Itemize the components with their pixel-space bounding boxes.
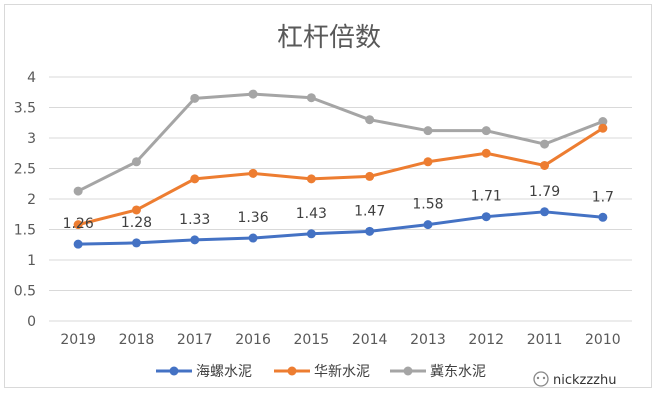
data-point [598,123,608,133]
data-point [248,168,258,178]
series-line [77,92,604,193]
data-point [306,229,316,239]
data-point [423,157,433,167]
legend-swatch-marker [169,366,179,376]
legend-label: 冀东水泥 [430,364,486,380]
series-line [78,210,603,246]
data-point [540,207,550,217]
data-label: 1.58 [412,197,443,213]
data-label: 1.7 [592,189,614,205]
y-tick-label: 4 [27,70,36,86]
data-point [248,89,258,99]
data-label: 1.79 [529,184,560,200]
data-label: 1.43 [296,206,327,222]
series-line [77,126,604,227]
data-labels: 1.26 1.28 1.33 1.36 1.43 1.47 1.58 1.71 1.79 1.7 [63,184,614,232]
x-tick-label: 2011 [527,332,563,348]
data-point [131,205,141,215]
data-point [365,226,375,236]
data-point [598,117,608,127]
data-point [190,174,200,184]
watermark: nickzzzhu [533,371,616,388]
x-tick-label: 2013 [410,332,446,348]
legend-swatch-marker [287,366,297,376]
wechat-icon-dot [542,376,546,380]
data-point [423,220,433,230]
data-point [598,212,608,222]
data-point [306,174,316,184]
x-tick-label: 2019 [60,332,96,348]
data-label: 1.47 [354,203,385,219]
data-point [190,235,200,245]
data-point [481,126,491,136]
data-point [365,115,375,125]
data-point [131,238,141,248]
y-tick-label: 3 [27,131,36,147]
legend: 海螺水泥 华新水泥 冀东水泥 [156,364,486,380]
legend-label: 海螺水泥 [196,364,252,380]
data-label: 1.36 [237,210,268,226]
y-tick-label: 1.5 [14,223,36,239]
caption-strip [0,390,658,406]
x-tick-label: 2017 [177,332,213,348]
series-group [73,89,608,249]
legend-swatch-marker [403,366,413,376]
x-axis-ticks: 2019 2018 2017 2016 2015 2014 2013 2012 2011 2010 [60,332,620,348]
data-label: 1.33 [179,212,210,228]
y-tick-label: 2.5 [14,162,36,178]
legend-label: 华新水泥 [314,364,370,380]
y-axis-ticks: 0 0.5 1 1.5 2 2.5 3 3.5 4 [14,70,36,330]
data-point [131,157,141,167]
data-point [481,148,491,158]
x-tick-label: 2012 [468,332,504,348]
data-point [540,160,550,170]
wechat-icon-dot [536,376,540,380]
y-tick-label: 3.5 [14,101,36,117]
chart-frame [4,4,652,388]
data-point [248,233,258,243]
data-point [73,220,83,230]
y-tick-label: 0 [27,314,36,330]
y-tick-label: 2 [27,192,36,208]
x-tick-label: 2015 [294,332,330,348]
x-tick-label: 2010 [585,332,621,348]
data-point [365,171,375,181]
data-label: 1.28 [121,215,152,231]
data-point [423,126,433,136]
gridlines [49,76,632,322]
x-tick-label: 2018 [119,332,155,348]
data-point [481,212,491,222]
x-tick-label: 2014 [352,332,388,348]
chart-title: 杠杆倍数 [277,23,381,53]
data-point [73,186,83,196]
data-point [190,93,200,103]
wechat-icon [533,371,549,387]
y-tick-label: 1 [27,253,36,269]
data-point [306,93,316,103]
data-point [73,239,83,249]
watermark-text: nickzzzhu [553,373,616,388]
x-tick-label: 2016 [235,332,271,348]
data-point [540,139,550,149]
data-label: 1.71 [471,189,502,205]
data-label: 1.26 [63,216,94,232]
y-tick-label: 0.5 [14,284,36,300]
